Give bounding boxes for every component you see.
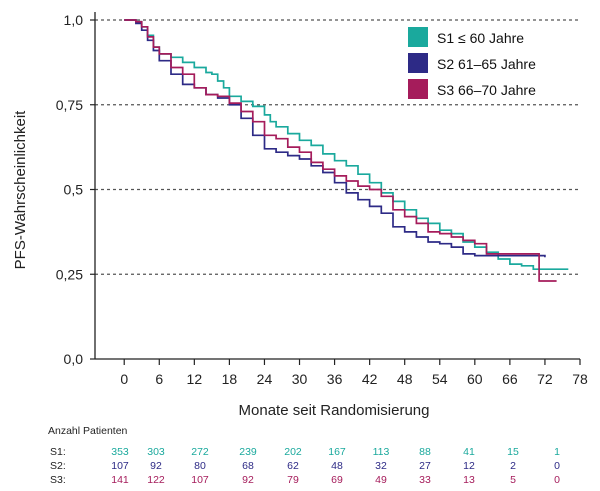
risk-cell: 202 [284,446,302,458]
x-tick-label: 54 [432,371,448,387]
axes [94,12,580,360]
legend-swatch [408,79,428,99]
risk-cell: 41 [463,446,475,458]
legend-swatch [408,53,428,73]
x-tick-label: 6 [155,371,163,387]
risk-cell: 13 [463,474,475,486]
x-tick-label: 66 [502,371,518,387]
risk-table: Anzahl Patienten S1: 353 303 272 239 202 167 11… [48,425,560,486]
risk-row-label: S2: [50,460,66,472]
risk-cell: 122 [147,474,165,486]
risk-cell: 1 [554,446,560,458]
survival-curves [124,19,569,282]
risk-cell: 32 [375,460,387,472]
risk-cell: 79 [287,474,299,486]
y-axis-ticks: 0,0 0,25 0,5 0,75 1,0 [56,12,95,367]
risk-cell: 62 [287,460,299,472]
risk-cell: 239 [239,446,257,458]
risk-cell: 107 [111,460,129,472]
risk-cell: 68 [242,460,254,472]
risk-cell: 2 [510,460,516,472]
risk-cell: 303 [147,446,165,458]
legend-label: S1 ≤ 60 Jahre [437,30,524,46]
x-tick-label: 60 [467,371,483,387]
risk-cell: 141 [111,474,129,486]
x-tick-label: 48 [397,371,413,387]
risk-row-label: S3: [50,474,66,486]
x-tick-label: 0 [120,371,128,387]
risk-cell: 88 [419,446,431,458]
risk-cell: 49 [375,474,387,486]
risk-cell: 33 [419,474,431,486]
x-tick-label: 18 [222,371,238,387]
legend-label: S2 61–65 Jahre [437,56,536,72]
y-tick-label: 0,25 [56,266,83,282]
grid-lines [95,19,580,275]
risk-cell: 5 [510,474,516,486]
risk-cell: 15 [507,446,519,458]
x-tick-label: 24 [257,371,273,387]
risk-cell: 167 [328,446,346,458]
risk-cell: 69 [331,474,343,486]
risk-cell: 48 [331,460,343,472]
y-tick-label: 0,0 [64,351,84,367]
legend-label: S3 66–70 Jahre [437,82,536,98]
risk-cell: 27 [419,460,431,472]
risk-cell: 107 [191,474,209,486]
x-tick-label: 12 [187,371,203,387]
risk-cell: 353 [111,446,129,458]
x-tick-label: 30 [292,371,308,387]
x-axis-ticks: 0 6 12 18 24 30 36 42 48 54 60 66 72 78 [120,359,588,387]
y-axis-title: PFS-Wahrscheinlichkeit [12,110,29,269]
risk-cell: 12 [463,460,475,472]
x-tick-label: 78 [572,371,588,387]
x-tick-label: 42 [362,371,378,387]
y-tick-label: 0,75 [56,97,83,113]
legend-swatch [408,27,428,47]
y-tick-label: 0,5 [64,182,84,198]
risk-cell: 80 [194,460,206,472]
x-axis-title: Monate seit Randomisierung [239,402,430,419]
risk-cell: 0 [554,460,560,472]
risk-cell: 92 [150,460,162,472]
risk-cell: 113 [373,446,390,458]
risk-cell: 92 [242,474,254,486]
legend: S1 ≤ 60 Jahre S2 61–65 Jahre S3 66–70 Jahr… [408,27,536,99]
y-tick-label: 1,0 [64,12,84,28]
x-tick-label: 72 [537,371,553,387]
risk-cell: 272 [191,446,209,458]
survival-curve-s3 [124,19,557,282]
risk-row-label: S1: [50,446,66,458]
risk-table-title: Anzahl Patienten [48,425,128,437]
risk-cell: 0 [554,474,560,486]
x-tick-label: 36 [327,371,343,387]
